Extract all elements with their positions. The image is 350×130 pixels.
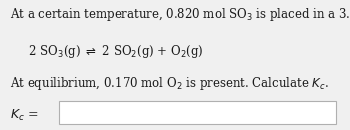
Text: At a certain temperature, 0.820 mol SO$_{3}$ is placed in a 3.50 L container.: At a certain temperature, 0.820 mol SO$_…	[10, 6, 350, 23]
Text: 2 SO$_{3}$(g) $\rightleftharpoons$ 2 SO$_{2}$(g) + O$_{2}$(g): 2 SO$_{3}$(g) $\rightleftharpoons$ 2 SO$…	[10, 43, 204, 60]
Text: $K_{c}$ =: $K_{c}$ =	[10, 107, 39, 123]
Text: At equilibrium, 0.170 mol O$_{2}$ is present. Calculate $K_{c}$.: At equilibrium, 0.170 mol O$_{2}$ is pre…	[10, 75, 330, 92]
FancyBboxPatch shape	[59, 101, 336, 124]
